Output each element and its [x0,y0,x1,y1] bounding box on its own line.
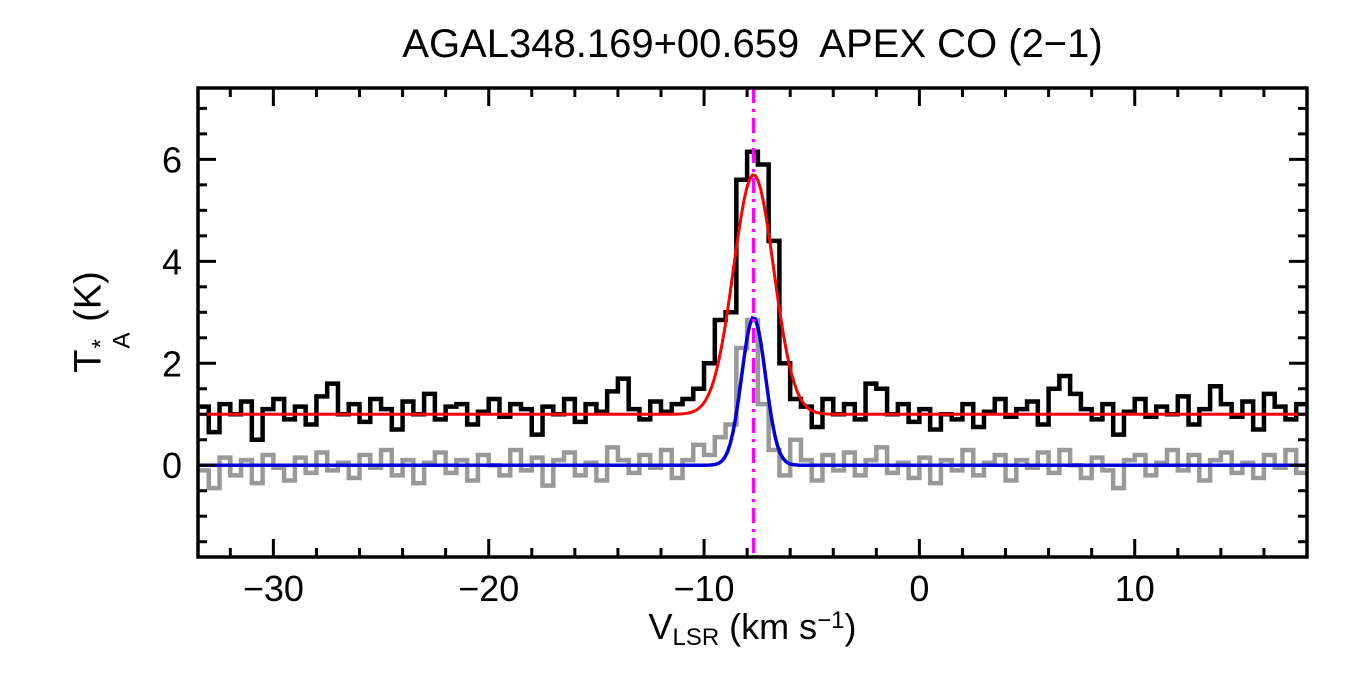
plot-title: AGAL348.169+00.659 APEX CO (2−1) [402,22,1103,66]
x-tick-label: −10 [674,568,735,609]
y-tick-label: 2 [162,343,182,384]
axis-frame [196,86,1309,559]
x-tick-label: 10 [1115,568,1155,609]
y-axis-label: T * A (K) [67,271,136,373]
data-layer [198,88,1307,557]
y-tick-label: 0 [162,445,182,486]
y-axis-label-subsup: * A [87,332,136,349]
y-tick-label: 6 [162,139,182,180]
x-axis-label: VLSR (km s−1) [648,606,857,651]
x-tick-label: −20 [458,568,519,609]
y-axis-label-symbol: T [67,349,110,373]
x-axis-label-symbol: V [648,606,673,647]
gaussian-fit-blue [198,315,1307,467]
gaussian-fit-red [198,173,1307,416]
ticks-layer [198,88,1309,557]
y-axis-label-unit: (K) [67,271,110,333]
x-tick-label: −30 [243,568,304,609]
x-tick-label: 0 [909,568,929,609]
y-tick-label: 4 [162,241,182,282]
